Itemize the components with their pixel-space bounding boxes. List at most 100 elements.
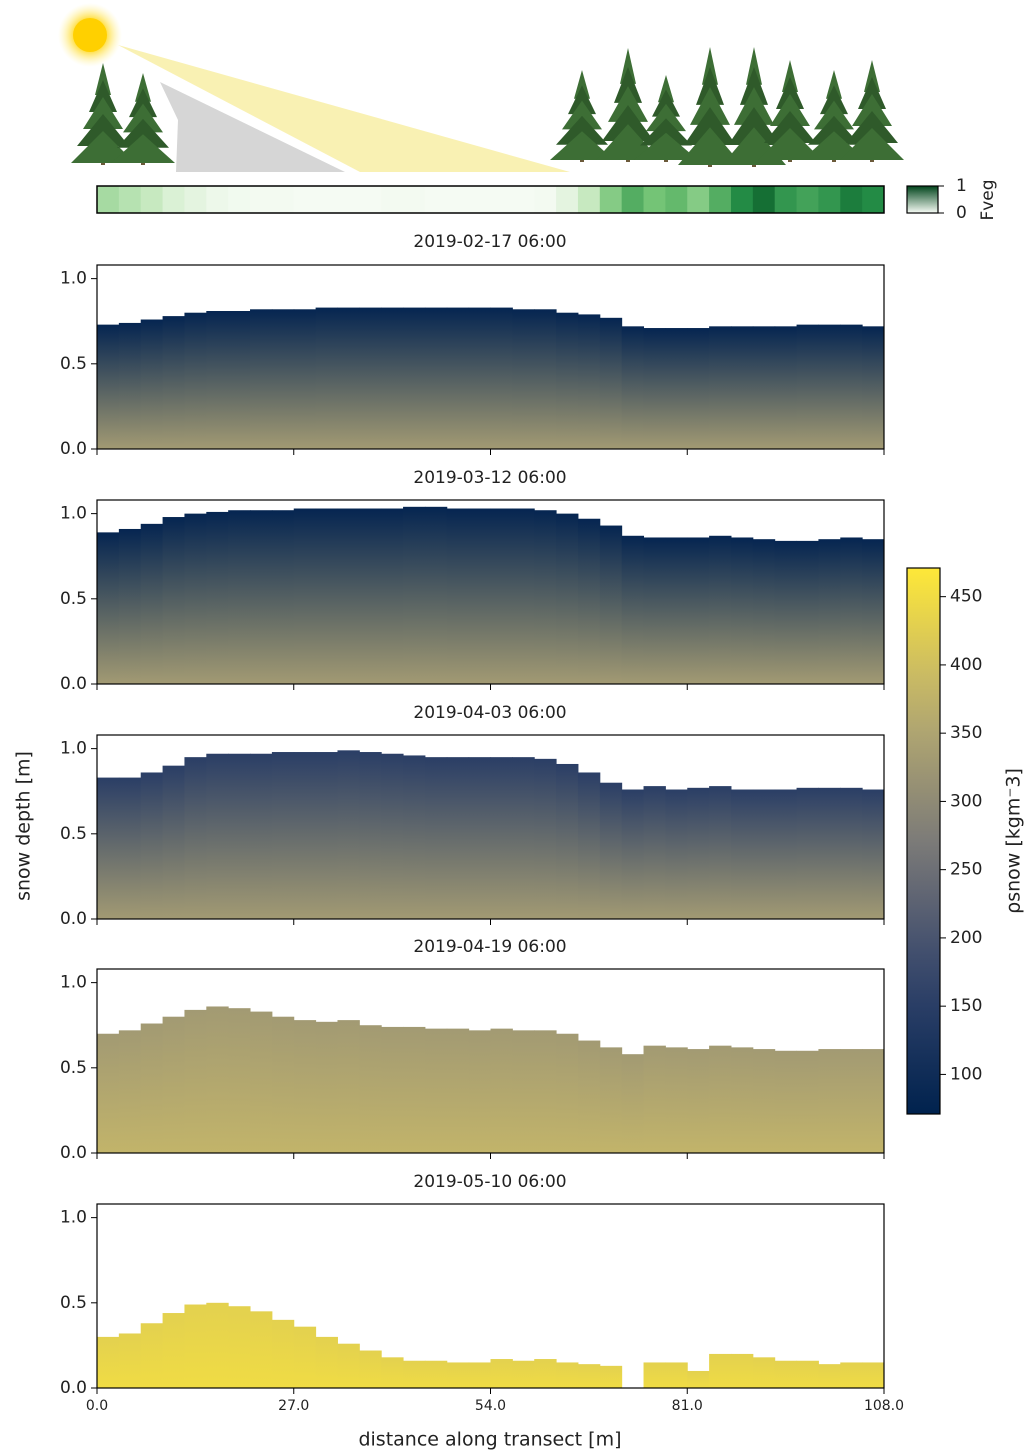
tree-tier [770, 94, 810, 126]
tree-tier [658, 75, 674, 103]
snow-column [512, 309, 535, 449]
snow-column [206, 311, 229, 449]
trees [71, 47, 904, 167]
snow-column [315, 752, 338, 919]
fveg-cell [250, 186, 273, 213]
snow-column [490, 508, 513, 684]
snow-column [643, 1362, 666, 1388]
snow-column [424, 757, 448, 919]
x-tick-label: 54.0 [475, 1398, 506, 1414]
colorbar-tick-label: 100 [950, 1064, 982, 1084]
snow-column [206, 1302, 229, 1388]
colorbar-tick-label: 350 [950, 723, 982, 743]
fveg-cell [512, 186, 535, 213]
snow-column [512, 508, 535, 684]
snow-column [337, 508, 360, 684]
tree-tier [568, 85, 596, 115]
snow-column [184, 513, 207, 684]
y-tick-label: 0.0 [60, 909, 87, 929]
snow-column [250, 1011, 273, 1153]
snow-column [97, 532, 120, 684]
y-axis-label: snow depth [m] [13, 751, 35, 901]
y-tick-label: 1.0 [60, 739, 87, 759]
snow-column [403, 1026, 426, 1153]
y-tick-label: 0.5 [60, 589, 87, 609]
fveg-cell [643, 186, 666, 213]
snow-column [468, 307, 491, 449]
tree-tier [614, 67, 642, 103]
fveg-cell [774, 186, 798, 213]
snow-column [403, 506, 426, 684]
colorbar-tick-label: 300 [950, 791, 982, 811]
tree-tier [728, 107, 780, 145]
tree-tier [602, 105, 654, 141]
colorbar [906, 567, 941, 1115]
snow-column [250, 1311, 273, 1388]
tree-tier [556, 115, 608, 145]
snow-column [709, 1045, 732, 1153]
snow-column [599, 525, 623, 684]
snow-column [774, 540, 798, 684]
snow-column [752, 789, 776, 919]
snow-column [796, 540, 819, 684]
snow-column [796, 787, 819, 919]
colorbar-tick-label: 150 [950, 996, 982, 1016]
snow-column [730, 789, 754, 919]
snow-column [162, 1313, 185, 1388]
snow-column [490, 307, 513, 449]
snow-column [337, 1020, 360, 1153]
tree-tier [740, 67, 768, 105]
snow-column [556, 513, 579, 684]
snow-column [862, 326, 885, 449]
tree-tier [840, 128, 904, 160]
illustration [58, 3, 904, 172]
snow-column [752, 1357, 776, 1388]
snow-column [687, 328, 710, 449]
x-tick-label: 81.0 [672, 1398, 703, 1414]
snow-column [162, 517, 185, 684]
snow-column [381, 307, 404, 449]
snow-column [665, 328, 688, 449]
snow-column [752, 326, 776, 449]
snow-column [206, 753, 229, 919]
snow-column [687, 1049, 710, 1153]
snow-column [621, 1054, 645, 1153]
tree-tier [83, 97, 123, 129]
tree-tier [608, 86, 648, 122]
snow-column [293, 752, 317, 919]
tree-tier [77, 114, 129, 146]
snow-column [271, 752, 295, 919]
snow-column [228, 1306, 251, 1388]
snow-column [228, 311, 251, 449]
tree-tier [117, 118, 169, 148]
light-beam [118, 45, 570, 172]
snow-column [206, 511, 229, 684]
tree-tier [696, 67, 724, 105]
tree-tier [574, 70, 590, 99]
snow-column [424, 307, 448, 449]
y-tick-label: 0.5 [60, 354, 87, 374]
fveg-cell [665, 186, 688, 213]
snow-column [774, 789, 798, 919]
snow-column [534, 309, 557, 449]
fveg-cell [337, 186, 360, 213]
snow-column [162, 316, 185, 449]
y-tick-label: 0.0 [60, 1143, 87, 1163]
tree-tier [652, 89, 680, 117]
snow-column [621, 535, 645, 684]
y-tick-label: 1.0 [60, 269, 87, 289]
snow-column [862, 1049, 885, 1153]
sun [73, 18, 107, 52]
snow-column [140, 772, 164, 919]
tree-tier [820, 85, 848, 115]
snow-column [468, 757, 491, 919]
fveg-cell [468, 186, 491, 213]
snow-column [687, 1370, 710, 1388]
tree-tier [89, 80, 117, 112]
snow-column [381, 753, 404, 919]
fveg-tick-label: 1 [956, 176, 967, 196]
snow-column [184, 1304, 207, 1388]
snow-column [228, 753, 251, 919]
snow-column [184, 1009, 207, 1153]
snow-column [643, 328, 666, 449]
